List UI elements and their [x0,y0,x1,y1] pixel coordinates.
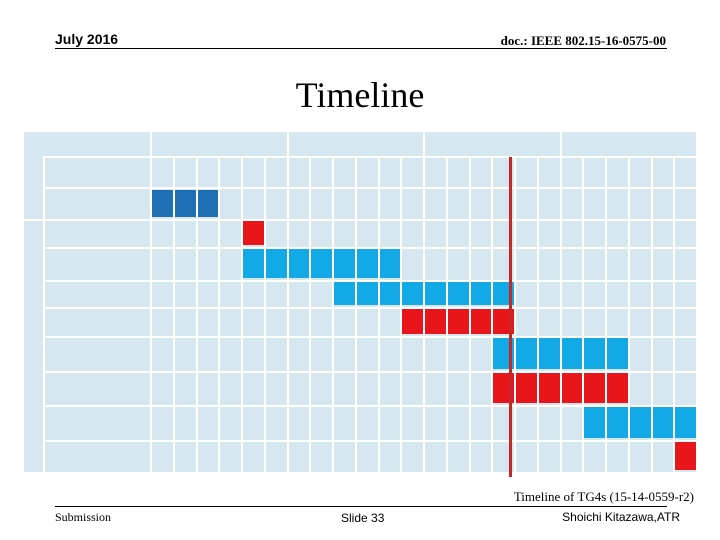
month-column-separator [195,156,198,472]
bar-cell-divider [673,407,676,438]
group-label-tg-work-items [27,283,41,407]
bar-cell-divider [400,282,403,305]
row-separator [44,405,696,407]
month-column-separator [627,156,630,472]
bar-cell-divider [172,190,175,217]
bar-cell-divider [491,309,494,334]
slide-number: Slide 33 [341,511,385,525]
bar-cell-divider [514,373,516,403]
bar-cell-divider [491,282,494,305]
bar-cell-divider [377,282,380,305]
bar-cell-divider [354,249,357,278]
header-rule [55,48,667,49]
bar-cell-divider [423,282,425,305]
month-column-separator [172,156,175,472]
bar-cell-divider [650,407,653,438]
row-separator [44,219,696,221]
bar-cell-divider [150,190,152,217]
row-separator [44,280,696,282]
month-column-separator [241,156,243,472]
footer-author: Shoichi Kitazawa,ATR [562,510,680,524]
bar-cell-divider [263,249,266,278]
row-separator [44,440,696,442]
month-column-separator [354,156,357,472]
bar-cell-divider [536,373,539,403]
month-column-separator [309,156,312,472]
bar-cell-divider [332,249,334,278]
month-column-separator [218,156,221,472]
bar-cell-divider [332,282,334,305]
current-date-marker [509,157,513,477]
month-column-separator [332,156,334,472]
month-column-separator [559,132,562,472]
bar-cell-divider [468,282,471,305]
row-bar [243,249,401,278]
month-column-separator [650,156,653,472]
bar-cell-divider [605,407,607,438]
group-separator [24,219,44,221]
bar-cell-divider [377,249,380,278]
month-column-separator [150,132,152,472]
slide-title: Timeline [295,75,425,115]
bar-cell-divider [605,338,607,369]
row-bar [584,407,696,438]
month-column-separator [673,156,676,472]
bar-cell-divider [627,407,630,438]
bar-cell-divider [423,309,425,334]
bar-cell-divider [241,249,243,278]
group-column-separator [43,156,45,472]
footer-submission: Submission [55,510,112,524]
month-row-separator [44,187,696,189]
bar-cell-divider [559,373,562,403]
bar-cell-divider [491,373,494,403]
group-label-sg [27,189,41,217]
bar-cell-divider [514,338,516,369]
bar-cell-divider [241,221,243,245]
bar-cell-divider [445,309,448,334]
bar-cell-divider [559,338,562,369]
row-separator [44,247,696,249]
header-row-separator [44,156,696,158]
month-column-separator [263,156,266,472]
bar-cell-divider [491,338,494,369]
month-column-separator [377,156,380,472]
bar-cell-divider [354,282,357,305]
header-date: July 2016 [55,31,119,47]
row-bar [675,442,696,470]
bar-cell-divider [582,373,585,403]
header-doc-id: doc.: IEEE 802.15-16-0575-00 [500,33,666,48]
bar-cell-divider [400,309,403,334]
row-bar [243,221,264,245]
bar-cell-divider [673,442,676,470]
row-separator [44,371,696,373]
bar-cell-divider [445,282,448,305]
bar-cell-divider [536,338,539,369]
month-column-separator [605,156,607,472]
bar-cell-divider [582,407,585,438]
month-column-separator [536,156,539,472]
bar-cell-divider [582,338,585,369]
footer-rule [55,506,667,507]
bar-cell-divider [195,190,198,217]
month-column-separator [286,132,289,472]
bar-cell-divider [309,249,312,278]
month-column-separator [696,132,698,472]
row-separator [44,307,696,309]
bar-cell-divider [286,249,289,278]
bar-cell-divider [605,373,607,403]
row-bar [152,190,219,217]
bar-cell-divider [468,309,471,334]
row-separator [44,336,696,338]
caption: Timeline of TG4s (15-14-0559-r2) [513,489,694,504]
month-column-separator [514,156,516,472]
month-column-separator [582,156,585,472]
row-bar [402,309,514,334]
